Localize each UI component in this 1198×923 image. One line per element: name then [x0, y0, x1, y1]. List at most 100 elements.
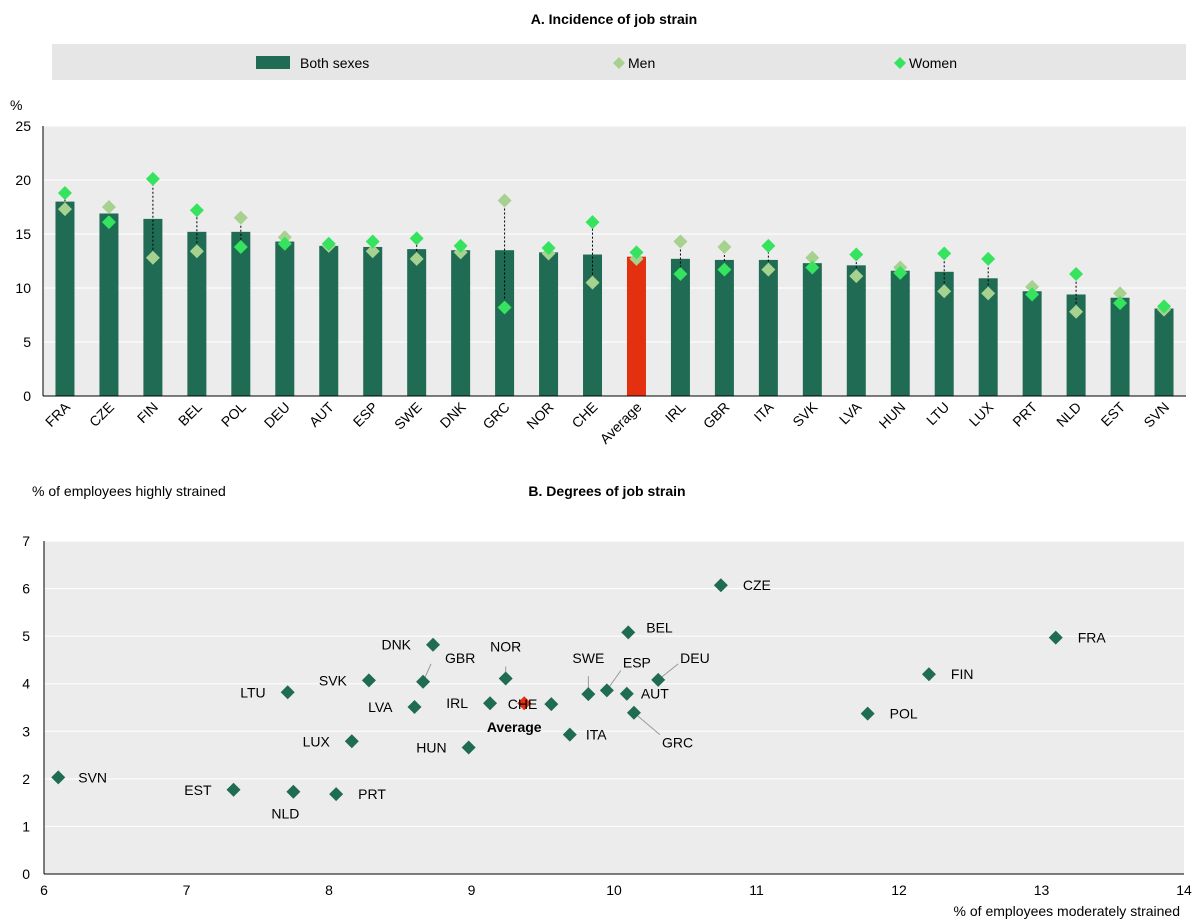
- men-marker-cze: [101, 200, 116, 214]
- point-label-svk: SVK: [319, 672, 348, 688]
- y-tick-label: 2: [22, 771, 30, 787]
- men-marker-irl: [673, 234, 688, 249]
- women-marker-gbr: [717, 262, 732, 277]
- chart-a-bars: [55, 201, 1174, 396]
- point-label-svn: SVN: [78, 769, 107, 785]
- point-lva: [407, 700, 422, 715]
- category-label-lva: LVA: [836, 398, 865, 427]
- point-nor: [498, 671, 513, 686]
- women-marker-prt: [1025, 287, 1040, 302]
- bar-ita: [758, 259, 778, 396]
- point-label-pol: POL: [890, 706, 918, 722]
- chart-b-degrees-of-job-strain: % of employees highly strained B. Degree…: [22, 483, 1192, 919]
- chart-a-plot-background: [43, 126, 1186, 396]
- point-label-irl: IRL: [446, 695, 468, 711]
- chart-a-category-labels: FRA CZE FIN BEL POL DEU AUT ESP SWE DNK GRC NOR CHEA…: [42, 398, 1172, 446]
- chart-a-women-markers: [57, 171, 1172, 315]
- men-marker-est: [1113, 286, 1128, 301]
- women-marker-average: [629, 245, 644, 260]
- category-label-swe: SWE: [391, 399, 425, 433]
- x-tick-label: 14: [1176, 882, 1192, 898]
- x-tick-label: 12: [891, 882, 907, 898]
- y-tick-label: 5: [23, 334, 31, 350]
- point-label-prt: PRT: [358, 786, 386, 802]
- men-marker-bel: [189, 244, 204, 259]
- category-label-irl: IRL: [662, 399, 689, 426]
- legend-marker-men: [613, 57, 625, 69]
- category-label-est: EST: [1098, 398, 1129, 429]
- x-tick-label: 13: [1034, 882, 1050, 898]
- point-label-ltu: LTU: [240, 684, 265, 700]
- women-marker-lva: [849, 247, 864, 262]
- chart-b-x-tick-labels: 6 7 8 9 10 11 12 13 14: [40, 882, 1192, 898]
- category-label-pol: POL: [218, 399, 249, 430]
- category-label-cze: CZE: [86, 399, 117, 430]
- chart-a-y-tick-labels: 0 5 10 15 20 25: [15, 118, 31, 404]
- category-label-grc: GRC: [479, 399, 512, 432]
- point-fra: [1048, 630, 1063, 645]
- point-average: [517, 696, 532, 711]
- women-marker-grc: [497, 300, 512, 315]
- category-label-average: Average: [597, 399, 645, 447]
- bar-prt: [1022, 291, 1042, 396]
- legend-swatch-both-sexes: [256, 56, 290, 69]
- chart-a-y-unit: %: [10, 97, 22, 113]
- men-marker-grc: [497, 193, 512, 208]
- men-marker-fin: [145, 250, 160, 265]
- x-tick-label: 7: [183, 882, 191, 898]
- point-esp: [599, 683, 614, 698]
- chart-a-legend: Both sexes Men Women: [52, 44, 1186, 80]
- bar-svn: [1154, 308, 1174, 396]
- point-swe: [581, 687, 596, 702]
- category-label-deu: DEU: [261, 399, 293, 431]
- point-fin: [921, 667, 936, 682]
- point-label-average: Average: [487, 719, 542, 735]
- men-marker-ita: [761, 262, 776, 277]
- bar-svk: [802, 263, 822, 396]
- point-label-che: CHE: [508, 696, 538, 712]
- bar-dnk: [451, 250, 471, 396]
- point-grc: [626, 705, 641, 720]
- category-label-nor: NOR: [523, 399, 556, 432]
- bar-gbr: [714, 259, 734, 396]
- women-marker-swe: [409, 231, 424, 246]
- y-tick-label: 1: [22, 818, 30, 834]
- category-label-nld: NLD: [1053, 399, 1084, 430]
- y-tick-label: 15: [15, 226, 31, 242]
- bar-fin: [143, 218, 163, 396]
- women-marker-svn: [1157, 299, 1172, 314]
- category-label-fra: FRA: [42, 398, 74, 430]
- legend-label-men: Men: [628, 55, 655, 71]
- legend-label-women: Women: [909, 55, 957, 71]
- point-label-fra: FRA: [1078, 630, 1107, 646]
- bar-lva: [846, 265, 866, 396]
- women-marker-nor: [541, 241, 556, 256]
- women-marker-aut: [321, 236, 336, 251]
- y-tick-label: 0: [22, 866, 30, 882]
- category-label-svk: SVK: [789, 398, 821, 430]
- point-label-lux: LUX: [303, 733, 331, 749]
- point-label-gbr: GBR: [445, 650, 475, 666]
- y-tick-label: 6: [22, 581, 30, 597]
- women-marker-bel: [189, 203, 204, 218]
- men-marker-gbr: [717, 239, 732, 254]
- chart-b-points: [51, 578, 1063, 802]
- category-label-esp: ESP: [350, 399, 381, 430]
- point-label-dnk: DNK: [381, 637, 411, 653]
- point-hun: [461, 740, 476, 755]
- x-tick-label: 9: [468, 882, 476, 898]
- bar-ltu: [934, 271, 954, 396]
- women-marker-deu: [277, 236, 292, 251]
- point-label-est: EST: [184, 782, 212, 798]
- women-marker-cze: [101, 215, 116, 230]
- chart-a-axes: [42, 126, 1186, 397]
- bar-swe: [407, 249, 427, 396]
- point-label-aut: AUT: [641, 686, 669, 702]
- category-label-hun: HUN: [876, 399, 909, 432]
- point-label-swe: SWE: [572, 650, 604, 666]
- men-marker-fra: [57, 202, 72, 217]
- bar-lux: [978, 278, 998, 396]
- category-label-ita: ITA: [751, 398, 777, 424]
- men-marker-svk: [805, 250, 820, 265]
- men-marker-pol: [233, 210, 248, 225]
